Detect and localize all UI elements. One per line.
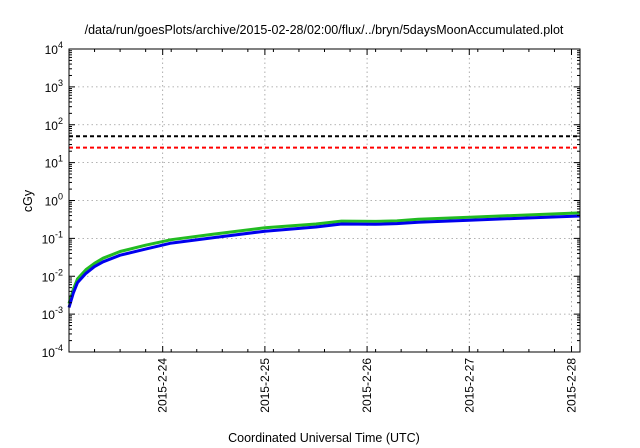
x-tick-label: 2015-2-27 xyxy=(462,358,476,413)
y-tick-label: 103 xyxy=(45,78,63,95)
y-tick-label: 102 xyxy=(45,116,63,133)
series-group xyxy=(67,135,581,308)
x-tick-label: 2015-2-28 xyxy=(564,358,578,413)
x-tick-label: 2015-2-24 xyxy=(156,358,170,413)
y-tick-label: 10-3 xyxy=(42,305,63,322)
y-tick-label: 104 xyxy=(45,40,63,57)
grid xyxy=(69,49,580,352)
y-tick-label: 10-1 xyxy=(42,229,63,246)
y-tick-label: 100 xyxy=(45,192,63,209)
series-line-3 xyxy=(67,211,581,305)
chart-title: /data/run/goesPlots/archive/2015-02-28/0… xyxy=(85,23,564,37)
y-axis-label: cGy xyxy=(21,189,35,212)
x-tick-label: 2015-2-26 xyxy=(360,358,374,413)
y-tick-label: 10-4 xyxy=(42,343,63,360)
x-axis-label: Coordinated Universal Time (UTC) xyxy=(228,431,420,445)
y-tick-label: 101 xyxy=(45,154,63,171)
y-tick-label: 10-2 xyxy=(42,267,63,284)
ticks-group: 10-4 10-3 10-2 10-1 100 101 102 103 104 2015-2-24… xyxy=(42,40,581,413)
x-tick-label: 2015-2-25 xyxy=(258,358,272,413)
series-line-4 xyxy=(67,214,581,308)
